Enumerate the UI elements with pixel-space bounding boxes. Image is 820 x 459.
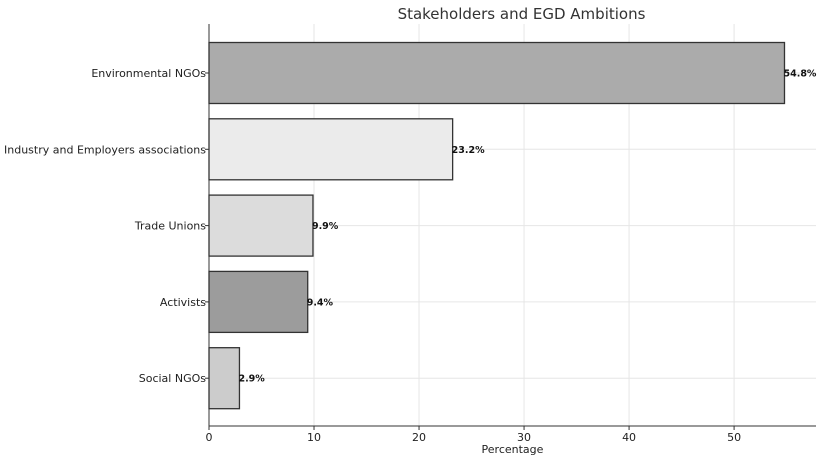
x-tick-label-1: 10: [307, 431, 321, 444]
x-tick-label-2: 20: [412, 431, 426, 444]
tick-layer: 0 10 20 30 40 50 Environmental NGOs Industry an…: [4, 67, 741, 444]
data-label-0: 54.8%: [783, 69, 816, 80]
label-layer: 54.8% 23.2% 9.9% 9.4% 2.9%: [238, 69, 816, 385]
data-label-2: 9.9%: [312, 221, 339, 232]
data-label-1: 23.2%: [452, 145, 485, 156]
category-label-0: Environmental NGOs: [91, 67, 206, 80]
bar-0: [208, 41, 786, 105]
category-label-2: Trade Unions: [134, 220, 206, 233]
x-tick-label-5: 50: [727, 431, 741, 444]
bar-2: [208, 194, 314, 257]
chart-title: Stakeholders and EGD Ambitions: [398, 5, 646, 23]
category-label-3: Activists: [160, 296, 206, 309]
category-label-1: Industry and Employers associations: [4, 143, 206, 156]
x-tick-label-0: 0: [206, 431, 213, 444]
x-axis-label: Percentage: [482, 443, 544, 455]
x-tick-label-3: 30: [517, 431, 531, 444]
bar-1: [208, 118, 454, 181]
data-label-4: 2.9%: [238, 374, 265, 385]
category-label-4: Social NGOs: [139, 372, 207, 385]
x-tick-label-4: 40: [622, 431, 636, 444]
bar-3: [208, 270, 309, 334]
bar-4: [208, 347, 241, 410]
data-label-3: 9.4%: [307, 297, 334, 308]
axis-layer: [208, 24, 816, 427]
